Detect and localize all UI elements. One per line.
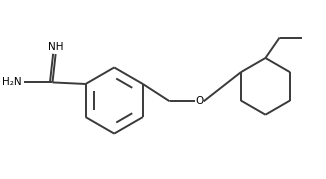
Text: H₂N: H₂N (2, 77, 22, 87)
Text: NH: NH (48, 42, 63, 52)
Text: O: O (196, 96, 204, 106)
